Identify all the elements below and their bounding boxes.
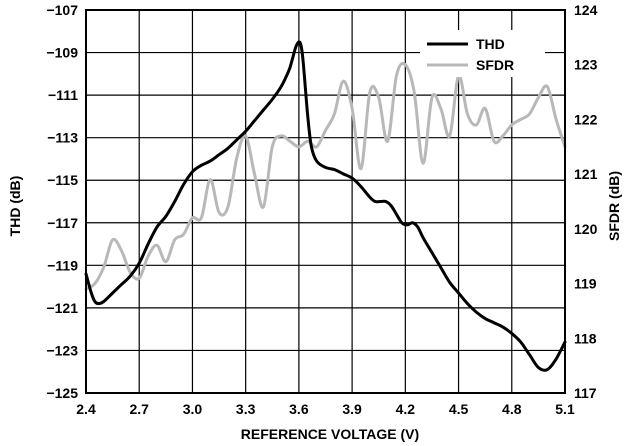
y-left-tick-labels: −107 −109 −111 −113 −115 −117 −119 −121 −123 −125 <box>46 2 78 401</box>
x-tick-label: 3.9 <box>342 401 362 417</box>
x-tick-label: 4.5 <box>449 401 469 417</box>
x-tick-label: 4.2 <box>396 401 416 417</box>
series-line-sfdr <box>84 61 567 291</box>
y-right-tick-labels: 124 123 122 121 120 119 118 117 <box>574 2 598 401</box>
y-left-tick-label: −109 <box>46 45 78 61</box>
x-tick-label: 3.6 <box>289 401 309 417</box>
y-left-tick-label: −121 <box>46 300 78 316</box>
y-left-tick-label: −107 <box>46 2 78 18</box>
y-right-tick-label: 121 <box>574 166 598 182</box>
y-left-axis-title: THD (dB) <box>7 176 23 237</box>
y-right-tick-label: 117 <box>574 385 597 401</box>
y-right-tick-label: 124 <box>574 2 598 18</box>
y-left-tick-label: −119 <box>47 257 78 273</box>
y-right-tick-label: 123 <box>574 57 598 73</box>
legend-label-thd: THD <box>476 36 505 52</box>
y-right-axis-title: SFDR (dB) <box>606 171 622 241</box>
y-left-tick-label: −111 <box>48 87 78 103</box>
y-left-tick-label: −115 <box>47 172 78 188</box>
legend: THD SFDR <box>420 30 545 77</box>
y-left-tick-label: −117 <box>47 215 78 231</box>
legend-label-sfdr: SFDR <box>476 57 514 73</box>
y-left-tick-label: −125 <box>46 385 78 401</box>
plot-frame <box>85 9 566 394</box>
y-left-tick-label: −123 <box>46 342 78 358</box>
y-right-tick-label: 119 <box>574 276 597 292</box>
x-tick-label: 2.7 <box>129 401 149 417</box>
series-line-thd <box>84 40 567 372</box>
y-right-tick-label: 118 <box>574 330 597 346</box>
y-left-tick-label: −113 <box>47 130 78 146</box>
x-tick-labels: 2.4 2.7 3.0 3.3 3.6 3.9 4.2 4.5 4.8 5.1 <box>76 401 575 417</box>
series-layer <box>84 40 567 372</box>
x-axis-title: REFERENCE VOLTAGE (V) <box>241 426 419 442</box>
x-tick-label: 2.4 <box>76 401 96 417</box>
y-right-tick-label: 120 <box>574 221 598 237</box>
x-tick-label: 3.3 <box>236 401 256 417</box>
y-right-tick-label: 122 <box>574 111 598 127</box>
x-tick-label: 3.0 <box>183 401 203 417</box>
x-tick-label: 5.1 <box>555 401 575 417</box>
legend-box <box>420 30 545 77</box>
x-tick-label: 4.8 <box>502 401 522 417</box>
